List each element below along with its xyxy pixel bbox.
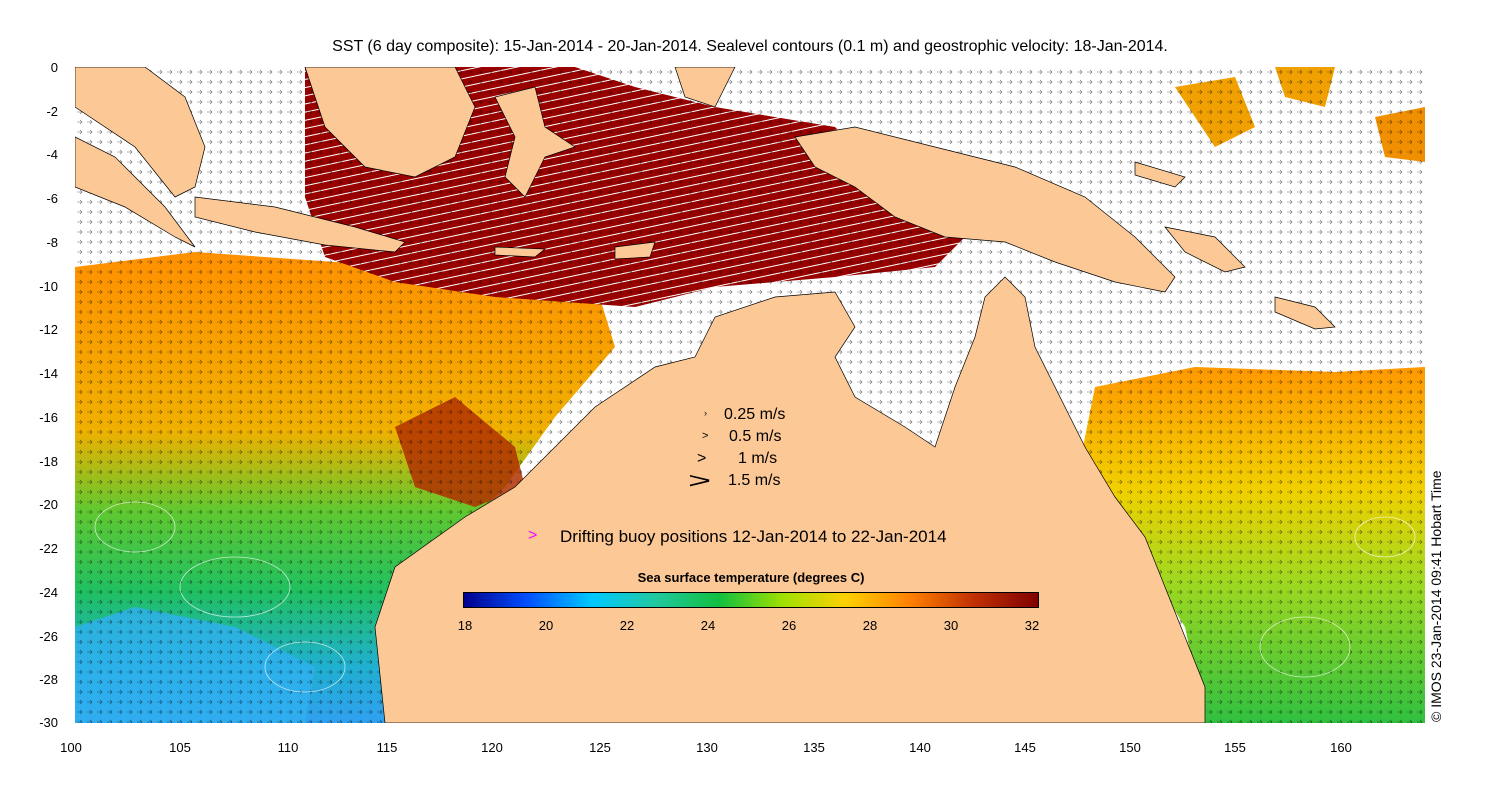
colorbar-tick: 22 (619, 618, 635, 633)
colorbar-tick: 24 (700, 618, 716, 633)
y-tick: -2 (46, 104, 58, 119)
y-tick: 0 (50, 60, 58, 75)
y-tick: -14 (39, 366, 58, 381)
x-tick: 145 (1014, 740, 1036, 755)
sealevel-contours (94, 501, 1416, 693)
land (75, 67, 1336, 723)
colorbar-tick: 26 (781, 618, 797, 633)
velocity-label: 1 m/s (738, 450, 778, 467)
y-tick: -18 (39, 454, 58, 469)
x-tick: 115 (376, 740, 398, 755)
x-tick: 105 (169, 740, 191, 755)
y-tick: -28 (39, 672, 58, 687)
y-tick: -24 (39, 585, 58, 600)
x-tick: 120 (481, 740, 503, 755)
y-tick: -26 (39, 629, 58, 644)
velocity-label: 1.5 m/s (728, 472, 781, 489)
arrow-1-icon: > (697, 450, 707, 467)
colorbar-tick: 18 (457, 618, 473, 633)
y-tick: -12 (39, 322, 58, 337)
arrow-0.5-icon: > (702, 430, 709, 442)
colorbar (463, 592, 1039, 608)
x-tick: 135 (803, 740, 825, 755)
x-tick: 130 (696, 740, 718, 755)
map-frame (75, 67, 1425, 723)
y-tick: -20 (39, 497, 58, 512)
velocity-label: 0.5 m/s (729, 428, 782, 445)
map-title: SST (6 day composite): 15-Jan-2014 - 20-… (332, 38, 1168, 55)
arrow-1.5-icon: > (688, 468, 712, 493)
colorbar-tick: 30 (943, 618, 959, 633)
y-tick: -16 (39, 410, 58, 425)
y-tick: -8 (46, 235, 58, 250)
x-tick: 150 (1119, 740, 1141, 755)
buoy-marker-icon: > (528, 527, 538, 544)
x-tick: 140 (909, 740, 931, 755)
sst-map (75, 67, 1425, 723)
arrow-0.25-icon: › (704, 408, 707, 418)
imos-credit: © IMOS 23-Jan-2014 09:41 Hobart Time (1428, 470, 1444, 722)
colorbar-tick: 32 (1024, 618, 1040, 633)
buoy-legend-label: Drifting buoy positions 12-Jan-2014 to 2… (560, 527, 947, 546)
y-tick: -10 (39, 279, 58, 294)
x-tick: 110 (277, 740, 299, 755)
y-tick: -30 (39, 715, 58, 730)
x-tick: 125 (589, 740, 611, 755)
velocity-label: 0.25 m/s (724, 406, 786, 423)
colorbar-tick: 28 (862, 618, 878, 633)
x-tick: 155 (1224, 740, 1246, 755)
colorbar-tick: 20 (538, 618, 554, 633)
y-tick: -4 (46, 147, 58, 162)
y-tick: -6 (46, 191, 58, 206)
y-tick: -22 (39, 541, 58, 556)
colorbar-title: Sea surface temperature (degrees C) (637, 570, 865, 585)
x-tick: 100 (60, 740, 82, 755)
x-tick: 160 (1330, 740, 1352, 755)
